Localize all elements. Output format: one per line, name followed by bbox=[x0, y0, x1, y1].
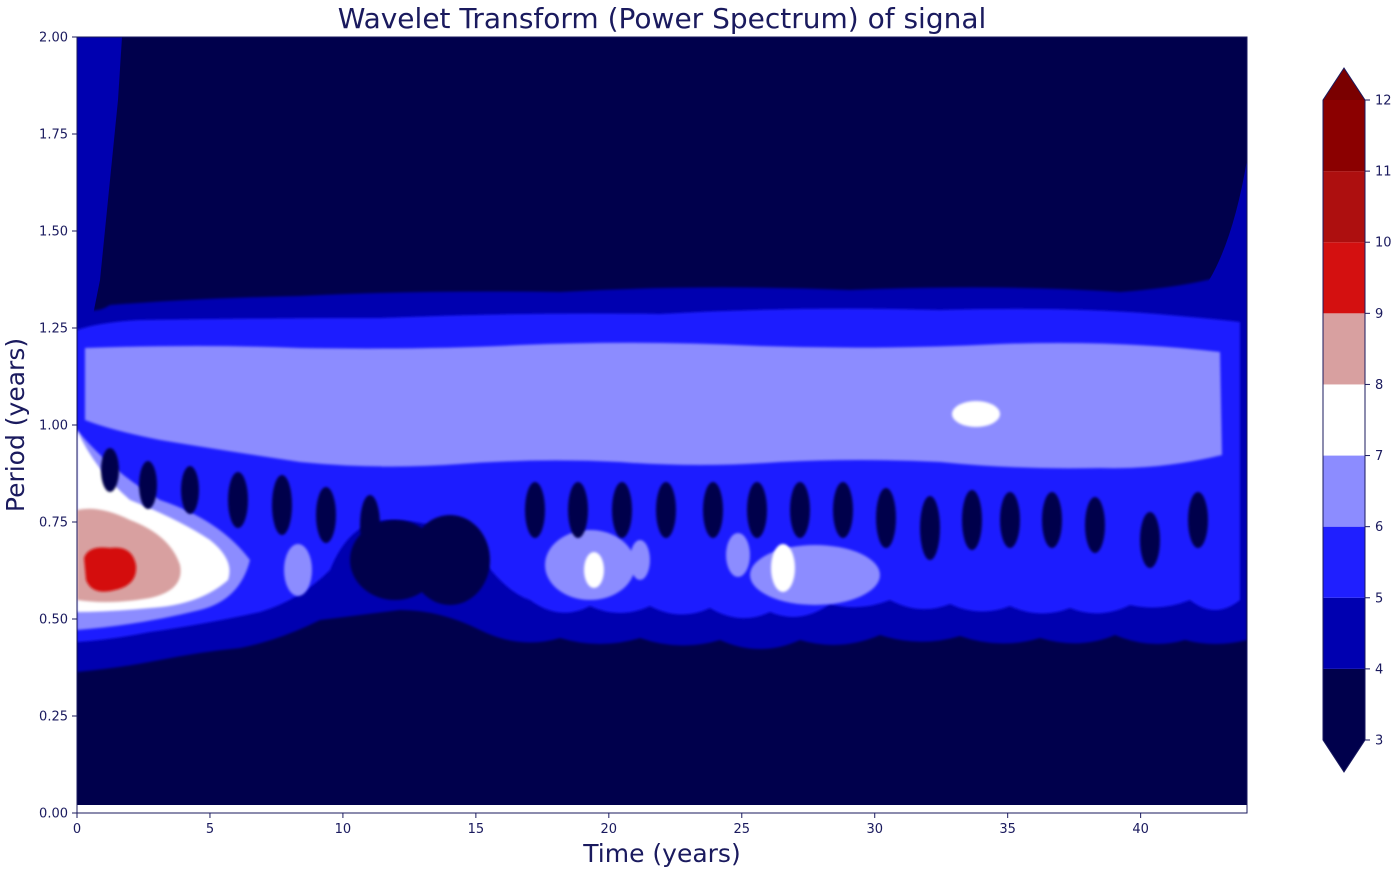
colorbar-tick-label: 8 bbox=[1375, 378, 1383, 393]
colorbar-under-triangle bbox=[1323, 740, 1365, 772]
y-tick-label: 0.25 bbox=[39, 710, 68, 725]
x-tick-label: 10 bbox=[335, 822, 352, 837]
colorbar-tick-label: 11 bbox=[1375, 165, 1392, 180]
colorbar-tick-label: 7 bbox=[1375, 449, 1383, 464]
colorbar-over-triangle bbox=[1323, 68, 1365, 100]
y-tick-label: 0.75 bbox=[39, 516, 68, 531]
colorbar-tick-label: 4 bbox=[1375, 662, 1383, 677]
colorbar-tick-label: 3 bbox=[1375, 734, 1383, 749]
colorbar-segment bbox=[1323, 597, 1365, 669]
y-tick-label: 0.50 bbox=[39, 613, 68, 628]
x-axis-label: Time (years) bbox=[582, 839, 740, 868]
bottom-edge-strip bbox=[77, 805, 1247, 813]
contour-level-9-peak bbox=[84, 547, 137, 592]
y-tick-label: 1.75 bbox=[39, 128, 68, 143]
y-tick-label: 1.25 bbox=[39, 322, 68, 337]
y-tick-label: 1.00 bbox=[39, 419, 68, 434]
colorbar-segment bbox=[1323, 313, 1365, 385]
y-tick-label: 0.00 bbox=[39, 807, 68, 822]
x-tick-label: 25 bbox=[733, 822, 750, 837]
x-tick-label: 40 bbox=[1132, 822, 1149, 837]
colorbar-segment bbox=[1323, 668, 1365, 740]
x-tick-label: 35 bbox=[999, 822, 1016, 837]
colorbar-segment bbox=[1323, 455, 1365, 527]
chart-title: Wavelet Transform (Power Spectrum) of si… bbox=[338, 2, 987, 35]
colorbar-tick-label: 5 bbox=[1375, 591, 1383, 606]
x-tick-label: 15 bbox=[468, 822, 485, 837]
colorbar-tick-label: 9 bbox=[1375, 307, 1383, 322]
x-tick-label: 5 bbox=[206, 822, 214, 837]
plot-area bbox=[77, 37, 1247, 813]
colorbar: 3 4 5 6 7 8 9 10 11 12 bbox=[1322, 67, 1392, 773]
y-axis-label: Period (years) bbox=[1, 338, 30, 512]
y-tick-label: 1.50 bbox=[39, 225, 68, 240]
left-edge-streak bbox=[77, 37, 122, 330]
dark-oscillation-holes bbox=[101, 448, 1208, 605]
y-tick-label: 2.00 bbox=[39, 31, 68, 46]
x-tick-label: 0 bbox=[73, 822, 81, 837]
colorbar-segment bbox=[1323, 384, 1365, 456]
contour-level-6-annual-band bbox=[85, 342, 1222, 469]
colorbar-segment bbox=[1323, 100, 1365, 172]
colorbar-segment bbox=[1323, 171, 1365, 243]
colorbar-tick-label: 12 bbox=[1375, 94, 1392, 109]
x-tick-label: 20 bbox=[601, 822, 618, 837]
x-axis-ticks: 0 5 10 15 20 25 30 35 40 bbox=[73, 813, 1149, 837]
x-tick-label: 30 bbox=[866, 822, 883, 837]
lower-band-blobs bbox=[284, 530, 880, 605]
colorbar-tick-label: 10 bbox=[1375, 236, 1392, 251]
colorbar-segment bbox=[1323, 242, 1365, 314]
y-axis-ticks: 0.00 0.25 0.50 0.75 1.00 1.25 1.50 1.75 2.00 bbox=[39, 31, 77, 822]
colorbar-tick-label: 6 bbox=[1375, 520, 1383, 535]
colorbar-segment bbox=[1323, 526, 1365, 598]
